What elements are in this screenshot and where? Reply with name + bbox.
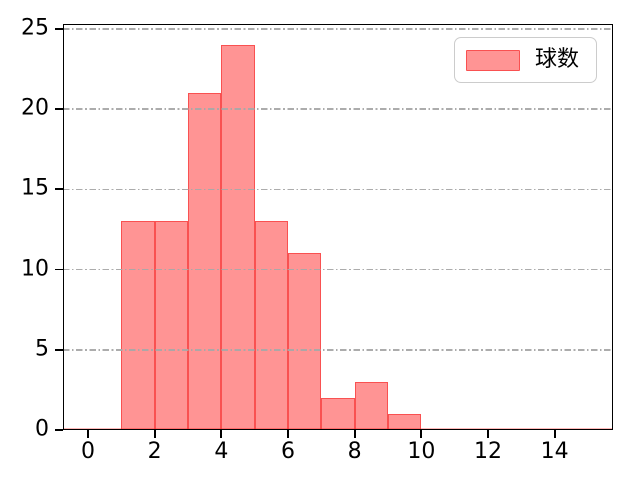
y-tick-mark	[55, 429, 63, 431]
histogram-bar	[121, 221, 155, 430]
x-tick-mark	[487, 430, 489, 438]
histogram-bar	[154, 221, 188, 430]
x-tick-mark	[420, 430, 423, 438]
legend-label: 球数	[534, 47, 579, 72]
ticks-layer: 0 5 10 15 20 25 0 2 4 6 8 10 12 14	[21, 17, 613, 463]
gridline	[63, 28, 613, 30]
x-tick-mark	[353, 430, 356, 438]
gridline	[63, 108, 613, 110]
y-tick-label: 10	[21, 256, 49, 282]
x-tick-mark	[87, 430, 89, 438]
y-tick-mark	[55, 188, 63, 191]
histogram-bar	[388, 413, 422, 430]
x-tick-label: 8	[347, 439, 362, 464]
histogram-bar	[188, 93, 222, 430]
grid-layer	[63, 24, 613, 430]
y-tick-mark	[55, 108, 63, 110]
histogram-bar	[321, 397, 355, 430]
gridline	[63, 268, 613, 271]
x-tick-label: 12	[474, 439, 502, 464]
histogram-bar	[288, 253, 322, 430]
histogram-bar	[354, 381, 388, 430]
y-tick-label: 15	[21, 175, 49, 201]
legend-swatch-icon	[465, 49, 520, 71]
x-tick-label: 14	[540, 439, 569, 464]
legend: 球数	[453, 37, 597, 84]
plot-area: 0 5 10 15 20 25 0 2 4 6 8 10 12 14 球数	[21, 17, 613, 463]
x-tick-mark	[220, 430, 223, 438]
gridline	[63, 188, 613, 191]
x-tick-mark	[153, 430, 156, 438]
x-tick-label: 4	[214, 439, 229, 464]
gridline	[63, 349, 613, 351]
x-tick-label: 2	[147, 439, 162, 464]
x-tick-label: 10	[407, 439, 436, 464]
y-tick-label: 20	[21, 95, 49, 121]
y-tick-mark	[55, 268, 63, 271]
y-tick-label: 25	[21, 15, 49, 41]
x-tick-label: 6	[281, 439, 295, 464]
y-tick-mark	[55, 27, 63, 30]
x-tick-mark	[553, 430, 556, 438]
x-tick-mark	[287, 430, 289, 438]
y-tick-label: 5	[35, 336, 49, 362]
y-tick-label: 0	[35, 416, 49, 442]
histogram-bar	[254, 221, 288, 430]
x-tick-label: 0	[81, 439, 95, 464]
y-tick-mark	[55, 348, 63, 351]
